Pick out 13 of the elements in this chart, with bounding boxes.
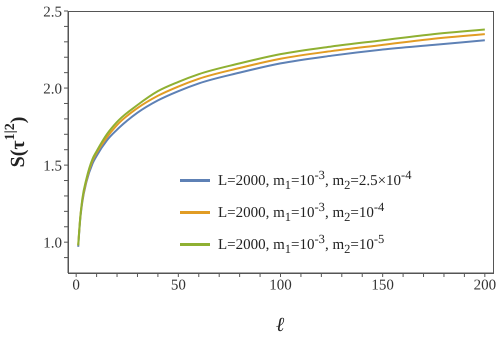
legend-label: L=2000, m$_{1}$=10$^{-3}$, m$_{2}$=10$^{-5}$ (218, 232, 384, 256)
y-tick-label: 1.5 (43, 158, 62, 174)
y-tick-label: 2.0 (43, 81, 62, 98)
x-tick-label: 100 (269, 278, 292, 294)
y-tick-label: 2.5 (43, 4, 62, 20)
x-axis-title: ℓ (276, 314, 285, 336)
x-tick-label: 0 (72, 278, 80, 294)
legend-label: L=2000, m$_{1}$=10$^{-3}$, m$_{2}$=2.5×10$^{-4}$ (218, 168, 412, 192)
x-tick-label: 200 (474, 278, 496, 294)
y-tick-label: 1.0 (43, 236, 62, 252)
x-tick-label: 50 (170, 278, 186, 294)
x-tick-label: 150 (371, 278, 394, 294)
legend-label: L=2000, m$_{1}$=10$^{-3}$, m$_{2}$=10$^{-4}$ (218, 200, 384, 224)
